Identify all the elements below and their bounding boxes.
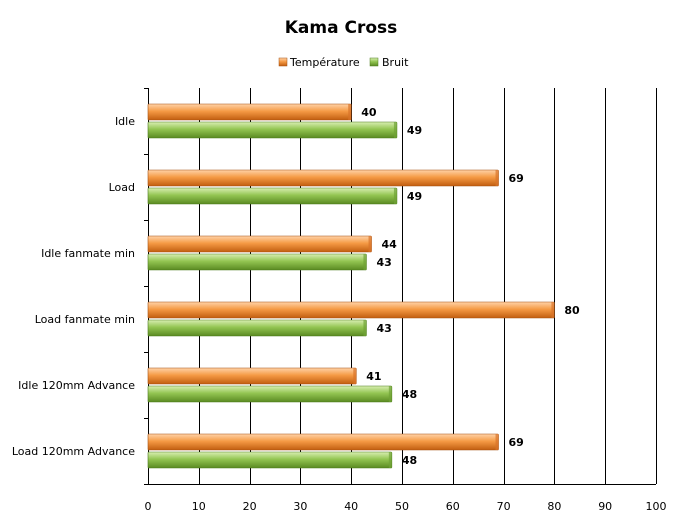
legend-label-temperature: Température xyxy=(289,56,360,69)
x-tick-label: 20 xyxy=(243,500,257,513)
bar-bruit xyxy=(147,451,393,469)
category-label: Load 120mm Advance xyxy=(12,445,135,458)
bar-bruit xyxy=(147,319,367,337)
data-label: 69 xyxy=(509,172,524,185)
data-label: 41 xyxy=(366,370,381,383)
bar-temperature xyxy=(147,103,352,121)
x-tick-label: 10 xyxy=(192,500,206,513)
bar-bruit xyxy=(147,187,398,205)
data-label: 48 xyxy=(402,454,417,467)
bar-end-cap xyxy=(363,254,367,270)
data-label: 44 xyxy=(382,238,398,251)
data-label: 40 xyxy=(361,106,377,119)
data-label: 49 xyxy=(407,190,422,203)
category-label: Load xyxy=(109,181,135,194)
category-label: Idle 120mm Advance xyxy=(18,379,135,392)
data-label: 43 xyxy=(376,322,391,335)
bar-bruit xyxy=(147,385,393,403)
x-tick-label: 90 xyxy=(598,500,612,513)
bar-temperature xyxy=(147,367,357,385)
bar-temperature xyxy=(147,235,372,253)
x-tick-label: 80 xyxy=(547,500,561,513)
x-tick-label: 60 xyxy=(446,500,460,513)
x-tick-label: 100 xyxy=(646,500,667,513)
data-label: 48 xyxy=(402,388,417,401)
bar-end-cap xyxy=(393,188,397,204)
legend: Température Bruit xyxy=(278,56,409,69)
bar-end-cap xyxy=(363,320,367,336)
data-label: 43 xyxy=(376,256,391,269)
bar-end-cap xyxy=(368,236,372,252)
bar-end-cap xyxy=(388,386,392,402)
category-label: Idle fanmate min xyxy=(41,247,135,260)
data-label: 80 xyxy=(564,304,580,317)
x-tick-label: 50 xyxy=(395,500,409,513)
chart-title: Kama Cross xyxy=(285,18,398,38)
bar-end-cap xyxy=(551,302,555,318)
category-label: Idle xyxy=(115,115,135,128)
bar-temperature xyxy=(147,301,555,319)
x-tick-label: 70 xyxy=(497,500,511,513)
bar-bruit xyxy=(147,121,398,139)
bar-bruit xyxy=(147,253,367,271)
category-label: Load fanmate min xyxy=(35,313,135,326)
bar-end-cap xyxy=(393,122,397,138)
legend-label-bruit: Bruit xyxy=(382,56,409,69)
bar-end-cap xyxy=(495,170,499,186)
data-label: 49 xyxy=(407,124,422,137)
legend-swatch-bruit xyxy=(369,57,379,67)
x-tick-label: 0 xyxy=(145,500,152,513)
bar-end-cap xyxy=(348,104,352,120)
bar-temperature xyxy=(147,169,499,187)
data-label: 69 xyxy=(509,436,524,449)
legend-swatch-temperature xyxy=(278,57,288,67)
bar-end-cap xyxy=(388,452,392,468)
x-tick-label: 40 xyxy=(344,500,358,513)
bar-end-cap xyxy=(495,434,499,450)
bar-temperature xyxy=(147,433,499,451)
bar-end-cap xyxy=(353,368,357,384)
plot-area: 0 10 20 30 40 50 60 70 80 90 100 Idle 40 49 Load 69 49 Id… xyxy=(12,88,667,513)
x-tick-label: 30 xyxy=(293,500,307,513)
